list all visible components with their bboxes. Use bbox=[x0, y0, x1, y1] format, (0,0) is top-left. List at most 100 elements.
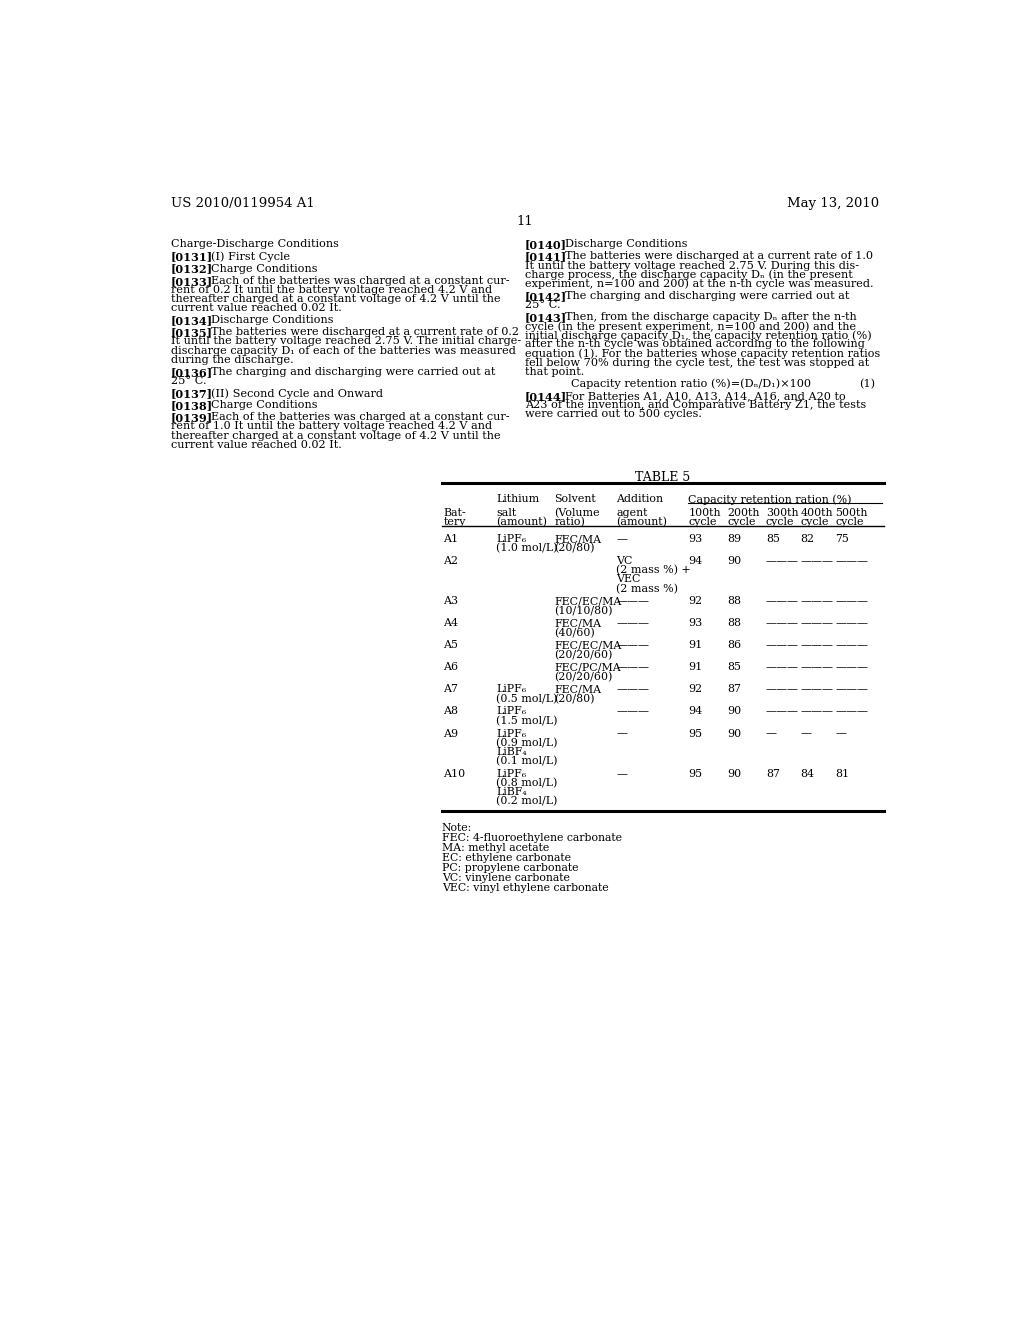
Text: 25° C.: 25° C. bbox=[524, 300, 560, 310]
Text: (1.5 mol/L): (1.5 mol/L) bbox=[496, 715, 558, 726]
Text: rent of 0.2 It until the battery voltage reached 4.2 V and: rent of 0.2 It until the battery voltage… bbox=[171, 285, 492, 294]
Text: FEC/PC/MA: FEC/PC/MA bbox=[554, 663, 621, 672]
Text: —: — bbox=[616, 535, 628, 544]
Text: ———: ——— bbox=[766, 597, 799, 606]
Text: The batteries were discharged at a current rate of 0.2: The batteries were discharged at a curre… bbox=[211, 327, 519, 338]
Text: 95: 95 bbox=[688, 729, 702, 738]
Text: ———: ——— bbox=[836, 618, 868, 628]
Text: A1: A1 bbox=[443, 535, 459, 544]
Text: ———: ——— bbox=[616, 618, 649, 628]
Text: rent of 1.0 It until the battery voltage reached 4.2 V and: rent of 1.0 It until the battery voltage… bbox=[171, 421, 492, 432]
Text: ———: ——— bbox=[766, 556, 799, 566]
Text: 84: 84 bbox=[801, 768, 815, 779]
Text: 93: 93 bbox=[688, 535, 702, 544]
Text: equation (1). For the batteries whose capacity retention ratios: equation (1). For the batteries whose ca… bbox=[524, 348, 880, 359]
Text: ———: ——— bbox=[616, 685, 649, 694]
Text: 75: 75 bbox=[836, 535, 850, 544]
Text: were carried out to 500 cycles.: were carried out to 500 cycles. bbox=[524, 409, 701, 420]
Text: LiPF₆: LiPF₆ bbox=[496, 729, 526, 738]
Text: 90: 90 bbox=[727, 729, 741, 738]
Text: fell below 70% during the cycle test, the test was stopped at: fell below 70% during the cycle test, th… bbox=[524, 358, 869, 367]
Text: [0131]: [0131] bbox=[171, 251, 213, 263]
Text: (20/80): (20/80) bbox=[554, 544, 595, 553]
Text: during the discharge.: during the discharge. bbox=[171, 355, 293, 364]
Text: [0133]: [0133] bbox=[171, 276, 213, 286]
Text: LiBF₄: LiBF₄ bbox=[496, 787, 527, 797]
Text: LiPF₆: LiPF₆ bbox=[496, 535, 526, 544]
Text: ———: ——— bbox=[836, 556, 868, 566]
Text: 87: 87 bbox=[727, 685, 741, 694]
Text: current value reached 0.02 It.: current value reached 0.02 It. bbox=[171, 440, 341, 450]
Text: [0141]: [0141] bbox=[524, 251, 567, 263]
Text: ———: ——— bbox=[801, 597, 834, 606]
Text: TABLE 5: TABLE 5 bbox=[635, 471, 690, 484]
Text: ———: ——— bbox=[801, 663, 834, 672]
Text: The charging and discharging were carried out at: The charging and discharging were carrie… bbox=[211, 367, 496, 376]
Text: after the n-th cycle was obtained according to the following: after the n-th cycle was obtained accord… bbox=[524, 339, 864, 350]
Text: VEC: VEC bbox=[616, 574, 641, 585]
Text: that point.: that point. bbox=[524, 367, 584, 376]
Text: Note:: Note: bbox=[442, 822, 472, 833]
Text: A5: A5 bbox=[443, 640, 459, 651]
Text: —: — bbox=[801, 729, 812, 738]
Text: US 2010/0119954 A1: US 2010/0119954 A1 bbox=[171, 197, 314, 210]
Text: ———: ——— bbox=[801, 618, 834, 628]
Text: 88: 88 bbox=[727, 597, 741, 606]
Text: For Batteries A1, A10, A13, A14, A16, and A20 to: For Batteries A1, A10, A13, A14, A16, an… bbox=[565, 391, 846, 401]
Text: cycle: cycle bbox=[801, 517, 829, 527]
Text: Each of the batteries was charged at a constant cur-: Each of the batteries was charged at a c… bbox=[211, 412, 509, 422]
Text: [0132]: [0132] bbox=[171, 264, 213, 275]
Text: Addition: Addition bbox=[616, 494, 664, 504]
Text: Charge Conditions: Charge Conditions bbox=[211, 264, 317, 273]
Text: ———: ——— bbox=[836, 663, 868, 672]
Text: PC: propylene carbonate: PC: propylene carbonate bbox=[442, 863, 579, 873]
Text: discharge capacity D₁ of each of the batteries was measured: discharge capacity D₁ of each of the bat… bbox=[171, 346, 515, 355]
Text: Capacity retention ration (%): Capacity retention ration (%) bbox=[688, 494, 852, 504]
Text: 88: 88 bbox=[727, 618, 741, 628]
Text: ———: ——— bbox=[836, 685, 868, 694]
Text: 300th: 300th bbox=[766, 508, 799, 517]
Text: ———: ——— bbox=[766, 618, 799, 628]
Text: A9: A9 bbox=[443, 729, 459, 738]
Text: [0136]: [0136] bbox=[171, 367, 213, 378]
Text: EC: ethylene carbonate: EC: ethylene carbonate bbox=[442, 853, 570, 863]
Text: 500th: 500th bbox=[836, 508, 868, 517]
Text: 94: 94 bbox=[688, 706, 702, 717]
Text: ———: ——— bbox=[616, 640, 649, 651]
Text: 91: 91 bbox=[688, 640, 702, 651]
Text: (0.1 mol/L): (0.1 mol/L) bbox=[496, 756, 558, 766]
Text: 400th: 400th bbox=[801, 508, 834, 517]
Text: Lithium: Lithium bbox=[496, 494, 540, 504]
Text: It until the battery voltage reached 2.75 V. During this dis-: It until the battery voltage reached 2.7… bbox=[524, 260, 859, 271]
Text: —: — bbox=[616, 729, 628, 738]
Text: (Volume: (Volume bbox=[554, 508, 600, 519]
Text: A4: A4 bbox=[443, 618, 459, 628]
Text: VEC: vinyl ethylene carbonate: VEC: vinyl ethylene carbonate bbox=[442, 883, 608, 892]
Text: (1.0 mol/L): (1.0 mol/L) bbox=[496, 544, 558, 553]
Text: (20/80): (20/80) bbox=[554, 693, 595, 704]
Text: ———: ——— bbox=[766, 640, 799, 651]
Text: 85: 85 bbox=[727, 663, 741, 672]
Text: (0.2 mol/L): (0.2 mol/L) bbox=[496, 796, 557, 807]
Text: FEC/MA: FEC/MA bbox=[554, 618, 601, 628]
Text: A7: A7 bbox=[443, 685, 459, 694]
Text: It until the battery voltage reached 2.75 V. The initial charge-: It until the battery voltage reached 2.7… bbox=[171, 337, 521, 346]
Text: 86: 86 bbox=[727, 640, 741, 651]
Text: [0134]: [0134] bbox=[171, 315, 213, 326]
Text: ———: ——— bbox=[836, 706, 868, 717]
Text: A6: A6 bbox=[443, 663, 459, 672]
Text: 200th: 200th bbox=[727, 508, 760, 517]
Text: Charge-Discharge Conditions: Charge-Discharge Conditions bbox=[171, 239, 339, 249]
Text: ———: ——— bbox=[766, 663, 799, 672]
Text: (I) First Cycle: (I) First Cycle bbox=[211, 251, 290, 261]
Text: A3: A3 bbox=[443, 597, 459, 606]
Text: 85: 85 bbox=[766, 535, 780, 544]
Text: charge process, the discharge capacity Dₙ (in the present: charge process, the discharge capacity D… bbox=[524, 269, 853, 280]
Text: 87: 87 bbox=[766, 768, 779, 779]
Text: cycle: cycle bbox=[836, 517, 864, 527]
Text: LiPF₆: LiPF₆ bbox=[496, 685, 526, 694]
Text: (0.5 mol/L): (0.5 mol/L) bbox=[496, 693, 557, 704]
Text: 100th: 100th bbox=[688, 508, 721, 517]
Text: (0.9 mol/L): (0.9 mol/L) bbox=[496, 738, 558, 748]
Text: VC: vinylene carbonate: VC: vinylene carbonate bbox=[442, 873, 569, 883]
